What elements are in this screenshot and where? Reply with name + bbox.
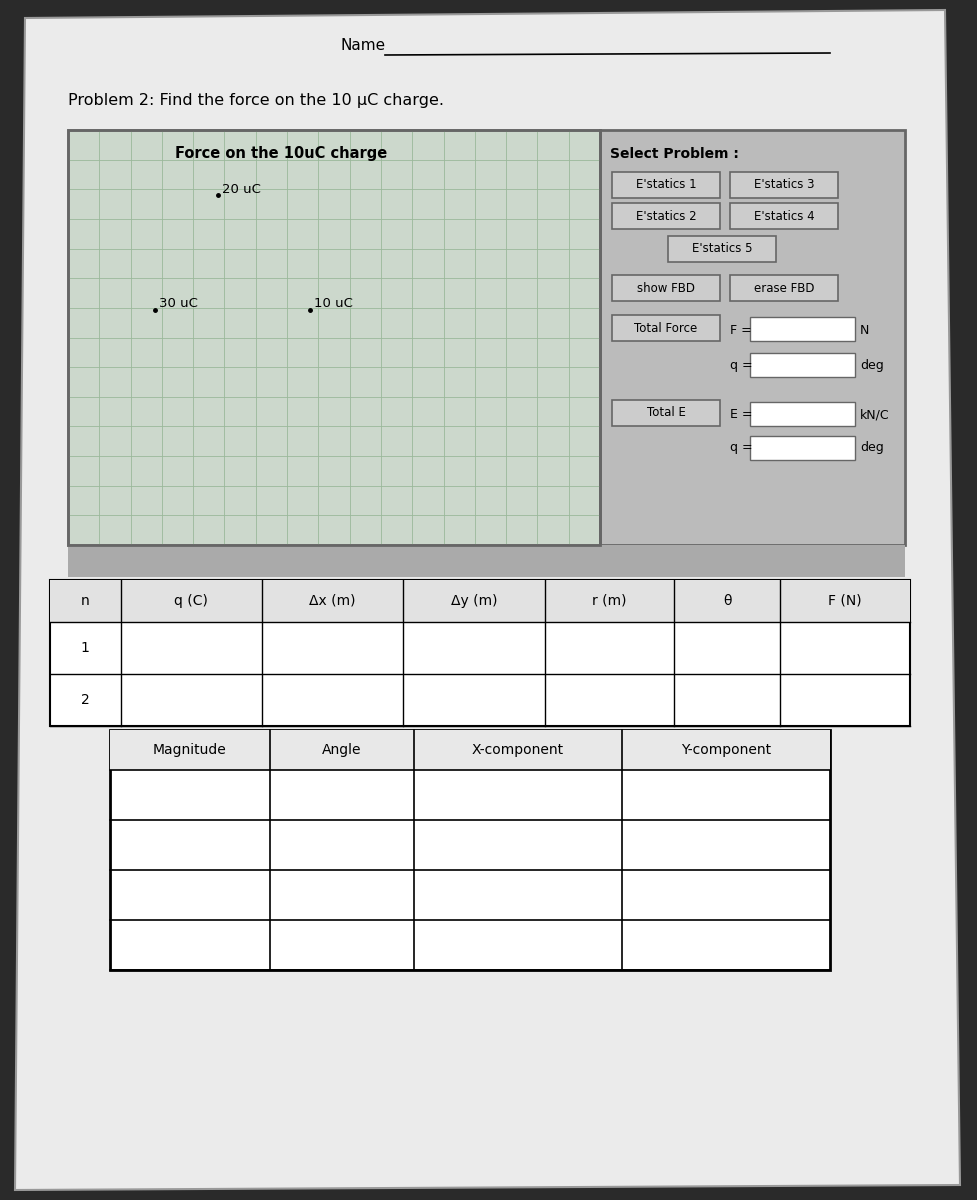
Bar	[750, 436, 855, 460]
Text: Total Force: Total Force	[634, 322, 698, 335]
Text: E'statics 5: E'statics 5	[692, 242, 752, 256]
Bar	[612, 314, 720, 341]
Text: F (N): F (N)	[828, 594, 862, 608]
Bar	[600, 130, 905, 545]
Polygon shape	[15, 10, 960, 1190]
Text: Problem 2: Find the force on the 10 μC charge.: Problem 2: Find the force on the 10 μC c…	[68, 92, 444, 108]
Bar	[730, 172, 838, 198]
Text: q =: q =	[730, 359, 752, 372]
Bar	[668, 236, 776, 262]
Text: Select Problem :: Select Problem :	[610, 146, 739, 161]
Text: 1: 1	[81, 641, 90, 655]
Text: show FBD: show FBD	[637, 282, 695, 294]
Text: Δy (m): Δy (m)	[450, 594, 497, 608]
Text: E =: E =	[730, 408, 752, 421]
Bar	[730, 275, 838, 301]
Text: erase FBD: erase FBD	[753, 282, 814, 294]
Text: 30 uC: 30 uC	[159, 296, 198, 310]
Bar	[110, 730, 830, 970]
Text: Force on the 10uC charge: Force on the 10uC charge	[175, 146, 387, 161]
Bar	[612, 400, 720, 426]
Bar	[612, 203, 720, 229]
Bar	[110, 730, 830, 770]
Text: 2: 2	[81, 692, 90, 707]
Text: Total E: Total E	[647, 407, 686, 420]
Text: Δx (m): Δx (m)	[310, 594, 356, 608]
Bar	[750, 402, 855, 426]
Text: kN/C: kN/C	[860, 408, 890, 421]
Bar	[612, 172, 720, 198]
Bar	[750, 353, 855, 377]
Bar	[730, 203, 838, 229]
Text: F =: F =	[730, 324, 751, 336]
Text: deg: deg	[860, 359, 884, 372]
Text: E'statics 2: E'statics 2	[636, 210, 697, 222]
Text: 10 uC: 10 uC	[314, 296, 353, 310]
Bar	[50, 580, 910, 622]
Text: θ: θ	[723, 594, 732, 608]
Text: E'statics 3: E'statics 3	[753, 179, 814, 192]
Bar	[68, 545, 905, 577]
Bar	[612, 275, 720, 301]
Bar	[50, 580, 910, 726]
Text: N: N	[860, 324, 870, 336]
Text: E'statics 1: E'statics 1	[636, 179, 697, 192]
Text: E'statics 4: E'statics 4	[753, 210, 814, 222]
Text: Y-component: Y-component	[681, 743, 771, 757]
Text: Magnitude: Magnitude	[153, 743, 227, 757]
Text: q (C): q (C)	[175, 594, 208, 608]
Text: Name: Name	[340, 38, 385, 53]
Bar	[68, 130, 600, 545]
Text: Angle: Angle	[322, 743, 361, 757]
Bar	[68, 130, 600, 545]
Text: n: n	[81, 594, 90, 608]
Text: r (m): r (m)	[592, 594, 627, 608]
Text: 20 uC: 20 uC	[222, 182, 261, 196]
Bar	[750, 317, 855, 341]
Text: X-component: X-component	[472, 743, 564, 757]
Text: q =: q =	[730, 442, 752, 455]
Text: deg: deg	[860, 442, 884, 455]
